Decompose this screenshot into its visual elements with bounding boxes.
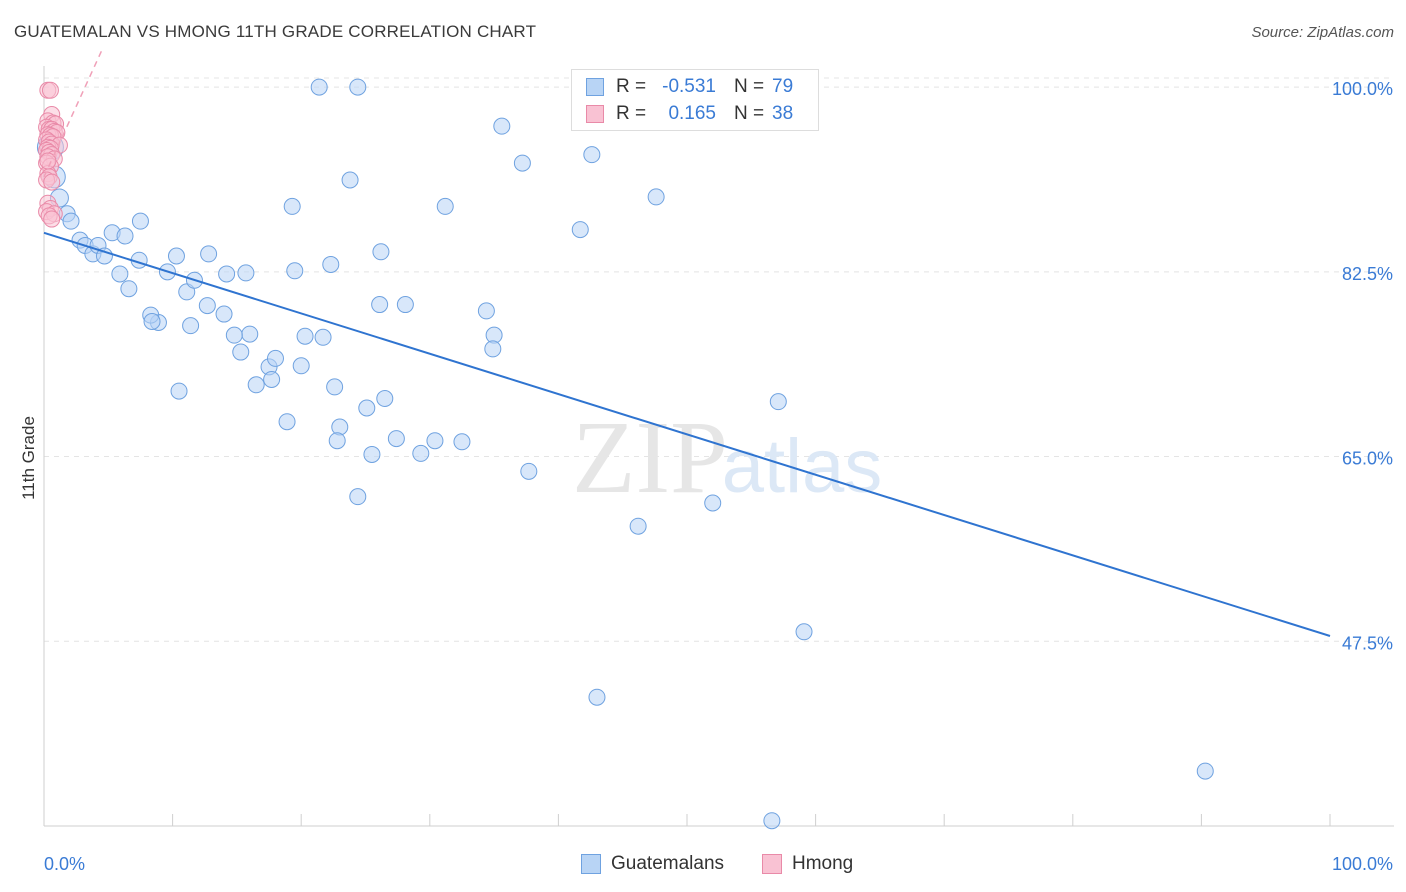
guatemalans-point (583, 146, 601, 164)
guatemalans-point (520, 462, 538, 480)
guatemalans-point (200, 245, 218, 263)
stats-legend: R = -0.531 N = 79 R = 0.165 N = 38 (571, 69, 819, 131)
guatemalans-point (314, 328, 332, 346)
legend-label-hmong: Hmong (792, 853, 854, 874)
guatemalans-point (215, 305, 233, 323)
guatemalans-point (120, 280, 138, 298)
y-tick-label: 82.5% (1342, 264, 1393, 284)
r-label: R = (616, 103, 647, 124)
guatemalans-point (763, 812, 781, 830)
guatemalans-swatch (586, 78, 604, 96)
guatemalans-point (769, 393, 787, 411)
legend-label-guatemalans: Guatemalans (611, 853, 725, 874)
guatemalans-trendline (43, 231, 1331, 637)
guatemalans-point (237, 264, 255, 282)
guatemalans-point (477, 302, 495, 320)
guatemalans-point (182, 317, 200, 335)
guatemalans-point (266, 349, 284, 367)
guatemalans-point (493, 117, 511, 135)
legend-item-guatemalans[interactable]: Guatemalans (581, 852, 724, 876)
guatemalans-point (232, 343, 250, 361)
guatemalans-point (363, 445, 381, 463)
guatemalans-point (571, 221, 589, 239)
guatemalans-point (263, 371, 281, 388)
y-tick-label: 100.0% (1332, 79, 1393, 99)
n-value: 38 (772, 103, 794, 124)
hmong-point (43, 210, 61, 228)
n-label: N = (734, 76, 765, 97)
stats-legend-row-hmong: R = 0.165 N = 38 (586, 102, 793, 126)
guatemalans-point (412, 444, 430, 462)
guatemalans-point (247, 376, 265, 394)
guatemalans-point (241, 325, 259, 343)
guatemalans-point (376, 390, 394, 407)
guatemalans-point (326, 378, 344, 396)
guatemalans-point (292, 357, 310, 375)
guatemalans-point (629, 517, 647, 535)
x-tick-label-min: 0.0% (44, 854, 85, 874)
y-axis-title: 11th Grade (19, 416, 38, 500)
guatemalans-point (310, 78, 328, 96)
source-label: Source: ZipAtlas.com (1251, 24, 1394, 41)
guatemalans-point (349, 488, 367, 506)
guatemalans-point (387, 430, 405, 448)
guatemalans-point (647, 188, 665, 206)
chart-title: GUATEMALAN VS HMONG 11TH GRADE CORRELATI… (14, 22, 537, 41)
guatemalans-point (396, 296, 414, 314)
guatemalans-point (296, 327, 314, 345)
guatemalans-point (453, 433, 471, 451)
guatemalans-point (704, 494, 722, 512)
guatemalans-point (349, 78, 367, 96)
guatemalans-point (225, 326, 243, 344)
hmong-legend-swatch (762, 854, 782, 874)
y-tick-label: 47.5% (1342, 633, 1393, 653)
guatemalans-point (278, 413, 296, 431)
guatemalans-point (795, 623, 813, 641)
guatemalans-point (588, 688, 606, 706)
guatemalans-point (341, 171, 359, 189)
guatemalans-point (62, 212, 80, 230)
guatemalans-point (331, 418, 349, 436)
guatemalans-point (513, 154, 531, 172)
guatemalans-point (198, 297, 216, 315)
guatemalans-point (143, 312, 161, 330)
r-value: -0.531 (662, 76, 716, 97)
y-tick-label: 65.0% (1342, 449, 1393, 469)
hmong-point (43, 173, 61, 191)
hmong-trendline (43, 49, 103, 178)
guatemalans-point (111, 265, 129, 283)
guatemalans-point (358, 399, 376, 417)
guatemalans-point (426, 432, 444, 450)
guatemalans-point (283, 197, 301, 215)
watermark-atlas: atlas (722, 424, 883, 509)
hmong-swatch (586, 105, 604, 123)
guatemalans-point (167, 247, 185, 265)
guatemalans-point (372, 243, 390, 261)
stats-legend-row-guatemalans: R = -0.531 N = 79 (586, 75, 793, 99)
guatemalans-point (1196, 762, 1214, 780)
guatemalans-point (322, 255, 340, 273)
guatemalans-point (170, 382, 188, 400)
n-value: 79 (772, 76, 794, 97)
guatemalans-point (328, 432, 346, 450)
guatemalans-point (371, 296, 389, 314)
watermark-zip: ZIP (572, 400, 728, 515)
guatemalans-point (484, 340, 502, 358)
hmong-point (39, 152, 57, 170)
r-label: R = (616, 76, 647, 97)
guatemalans-point (116, 227, 134, 245)
guatemalans-point (131, 212, 149, 230)
n-label: N = (734, 103, 765, 124)
guatemalans-point (436, 197, 454, 215)
r-value: 0.165 (668, 103, 716, 124)
hmong-point (41, 81, 59, 99)
guatemalans-point (286, 262, 304, 280)
legend-item-hmong[interactable]: Hmong (762, 852, 853, 876)
guatemalans-point (218, 265, 236, 283)
x-tick-label-max: 100.0% (1332, 854, 1393, 874)
guatemalans-legend-swatch (581, 854, 601, 874)
